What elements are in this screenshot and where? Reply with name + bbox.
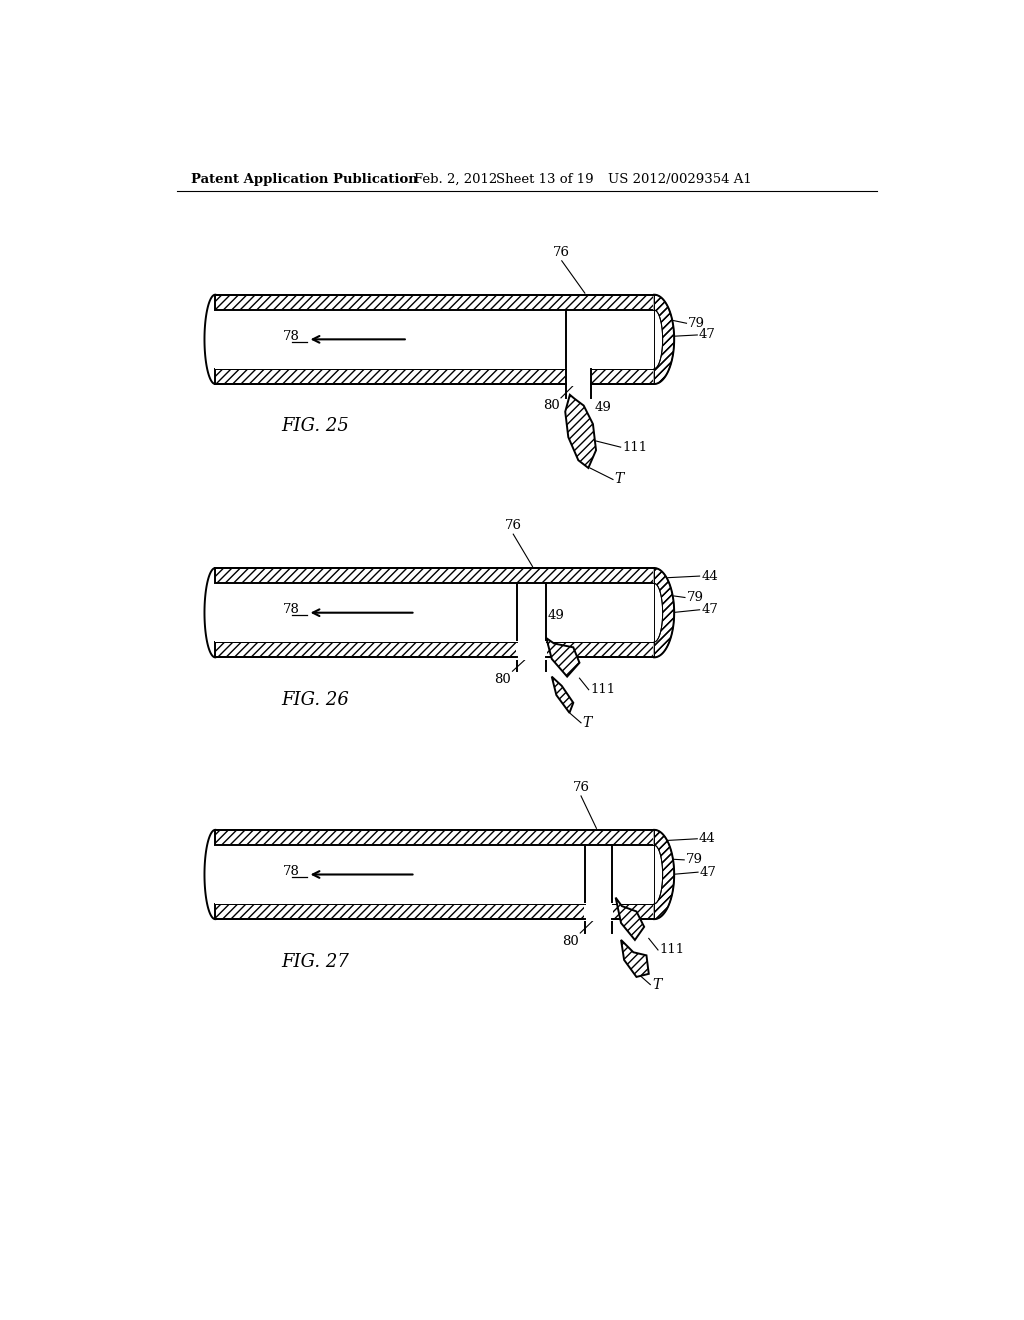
Text: T: T bbox=[652, 978, 662, 991]
Bar bbox=[565, 368, 592, 387]
Text: 80: 80 bbox=[495, 673, 511, 686]
Bar bbox=[215, 830, 654, 845]
Polygon shape bbox=[615, 898, 644, 940]
Text: 44: 44 bbox=[701, 569, 718, 582]
Polygon shape bbox=[565, 395, 596, 469]
Text: 111: 111 bbox=[623, 441, 647, 454]
Text: 111: 111 bbox=[590, 684, 615, 696]
Bar bbox=[215, 568, 654, 583]
Bar bbox=[215, 568, 654, 583]
Text: 78: 78 bbox=[283, 330, 300, 343]
Text: 49: 49 bbox=[595, 401, 611, 414]
Text: Sheet 13 of 19: Sheet 13 of 19 bbox=[497, 173, 594, 186]
Text: 78: 78 bbox=[283, 603, 300, 616]
Text: 76: 76 bbox=[505, 519, 522, 532]
Bar bbox=[215, 904, 654, 919]
Polygon shape bbox=[654, 830, 674, 919]
Text: 47: 47 bbox=[701, 603, 718, 616]
Bar bbox=[215, 904, 654, 919]
Text: 80: 80 bbox=[562, 935, 579, 948]
Text: 80: 80 bbox=[543, 400, 559, 412]
Text: FIG. 27: FIG. 27 bbox=[282, 953, 349, 970]
Bar bbox=[584, 903, 612, 921]
Polygon shape bbox=[654, 568, 674, 657]
Bar bbox=[215, 642, 654, 657]
Text: 79: 79 bbox=[688, 317, 706, 330]
Polygon shape bbox=[654, 294, 674, 384]
Polygon shape bbox=[654, 830, 674, 919]
Bar bbox=[215, 642, 654, 657]
Polygon shape bbox=[205, 830, 215, 919]
Polygon shape bbox=[552, 677, 573, 713]
Text: FIG. 25: FIG. 25 bbox=[282, 417, 349, 436]
Polygon shape bbox=[654, 568, 674, 657]
Text: 76: 76 bbox=[553, 246, 570, 259]
Text: Feb. 2, 2012: Feb. 2, 2012 bbox=[414, 173, 498, 186]
Text: 49: 49 bbox=[548, 609, 565, 622]
Polygon shape bbox=[205, 294, 215, 384]
Text: 76: 76 bbox=[572, 780, 590, 793]
Polygon shape bbox=[205, 568, 215, 657]
Text: 47: 47 bbox=[698, 329, 716, 342]
Text: T: T bbox=[614, 473, 624, 487]
Text: Patent Application Publication: Patent Application Publication bbox=[190, 173, 418, 186]
Polygon shape bbox=[547, 638, 580, 677]
Text: 44: 44 bbox=[698, 833, 716, 845]
Text: US 2012/0029354 A1: US 2012/0029354 A1 bbox=[608, 173, 752, 186]
Text: 111: 111 bbox=[659, 944, 685, 957]
Bar bbox=[215, 368, 654, 384]
Bar bbox=[215, 830, 654, 845]
Text: T: T bbox=[583, 715, 592, 730]
Bar bbox=[215, 368, 654, 384]
Polygon shape bbox=[621, 940, 649, 977]
Bar bbox=[215, 294, 654, 310]
Text: 79: 79 bbox=[686, 591, 703, 605]
Text: 47: 47 bbox=[699, 866, 717, 879]
Bar bbox=[215, 583, 654, 642]
Polygon shape bbox=[654, 294, 674, 384]
Text: 78: 78 bbox=[283, 865, 300, 878]
Bar bbox=[215, 294, 654, 310]
Bar bbox=[516, 642, 547, 660]
Text: 79: 79 bbox=[686, 853, 702, 866]
Bar bbox=[215, 310, 654, 368]
Text: FIG. 26: FIG. 26 bbox=[282, 690, 349, 709]
Bar bbox=[215, 845, 654, 904]
